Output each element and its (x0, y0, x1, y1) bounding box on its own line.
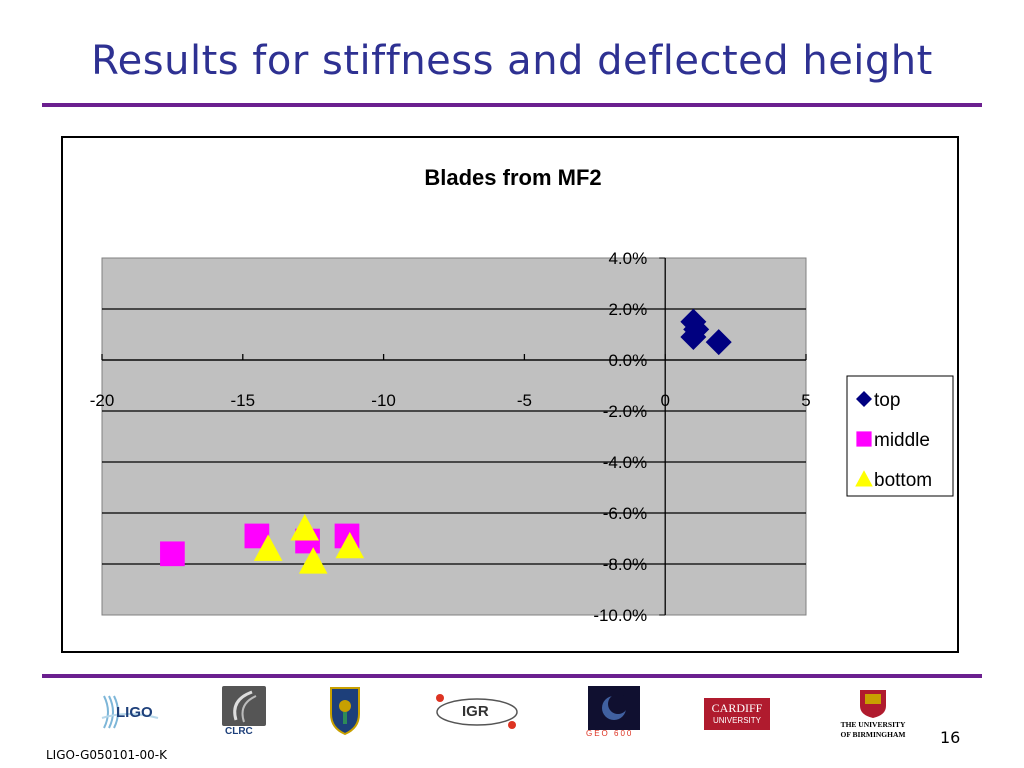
y-tick-label: 4.0% (608, 249, 647, 268)
geo600-logo: GEO 600 (572, 686, 642, 742)
bottom-point (290, 514, 320, 541)
bottom-point (298, 547, 328, 574)
cardiff-logo-line1: CARDIFF (711, 701, 763, 715)
x-tick-label: 5 (801, 391, 810, 410)
y-tick-label: -4.0% (603, 453, 647, 472)
clrc-swirl-icon (233, 690, 257, 723)
x-tick-label: -5 (517, 391, 532, 410)
document-id: LIGO-G050101-00-K (46, 748, 167, 762)
ligo-logo-text: LIGO (116, 704, 153, 721)
y-tick-label: 0.0% (608, 351, 647, 370)
footer-divider (42, 674, 982, 678)
y-tick-label: -8.0% (603, 555, 647, 574)
scatter-chart: Blades from MF2 4.0% 2.0% 0.0% -2.0% -4.0% -6… (90, 165, 954, 625)
glasgow-crest (329, 686, 361, 736)
crest-shield-icon (330, 687, 360, 736)
geo-moon-icon (602, 694, 628, 720)
axes (101, 257, 807, 616)
legend-marker-bottom (855, 470, 873, 487)
clrc-logo: CLRC (222, 686, 266, 738)
x-tick-label: -20 (90, 391, 115, 410)
top-point (705, 329, 732, 356)
legend-label-top: top (874, 390, 900, 411)
legend-label-bottom: bottom (874, 470, 932, 491)
legend-marker-middle (856, 431, 872, 447)
birmingham-logo-line2: OF BIRMINGHAM (840, 730, 906, 739)
y-tick-label: -6.0% (603, 504, 647, 523)
bottom-point (335, 531, 365, 559)
legend-marker-top (856, 391, 872, 407)
y-tick-label: -2.0% (603, 402, 647, 421)
chart-frame: Blades from MF2 4.0% 2.0% 0.0% -2.0% -4.0% -6… (61, 136, 959, 653)
y-tick-label: -10.0% (593, 606, 647, 625)
igr-logo: IGR (432, 690, 522, 734)
x-tick-label: 0 (660, 391, 669, 410)
cardiff-logo: CARDIFF UNIVERSITY (704, 698, 770, 730)
x-tick-label: -15 (231, 391, 256, 410)
slide-title: Results for stiffness and deflected heig… (91, 38, 933, 84)
title-divider (42, 103, 982, 107)
cardiff-logo-line2: UNIVERSITY (712, 716, 761, 725)
ligo-waves-icon (101, 695, 159, 729)
bottom-point (253, 534, 283, 561)
top-point (680, 324, 707, 351)
chart-legend: top middle bottom (846, 375, 954, 497)
plot-area (101, 257, 807, 616)
data-points (160, 308, 732, 574)
igr-logo-text: IGR (462, 703, 489, 720)
birmingham-crest-icon (860, 690, 886, 718)
igr-orbit-icon (436, 694, 518, 729)
legend-label-middle: middle (874, 430, 930, 451)
x-tick-label: -10 (371, 391, 396, 410)
y-tick-label: 2.0% (608, 300, 647, 319)
ligo-logo: LIGO (98, 688, 162, 736)
middle-point (160, 541, 185, 567)
geo600-logo-text: GEO 600 (586, 729, 634, 738)
clrc-logo-text: CLRC (225, 726, 253, 737)
birmingham-logo: THE UNIVERSITY OF BIRMINGHAM (832, 688, 914, 740)
chart-title: Blades from MF2 (424, 165, 601, 190)
tick-labels: 4.0% 2.0% 0.0% -2.0% -4.0% -6.0% -8.0% -10.0% -2… (90, 249, 811, 625)
page-number: 16 (940, 728, 961, 747)
birmingham-logo-line1: THE UNIVERSITY (840, 720, 906, 729)
